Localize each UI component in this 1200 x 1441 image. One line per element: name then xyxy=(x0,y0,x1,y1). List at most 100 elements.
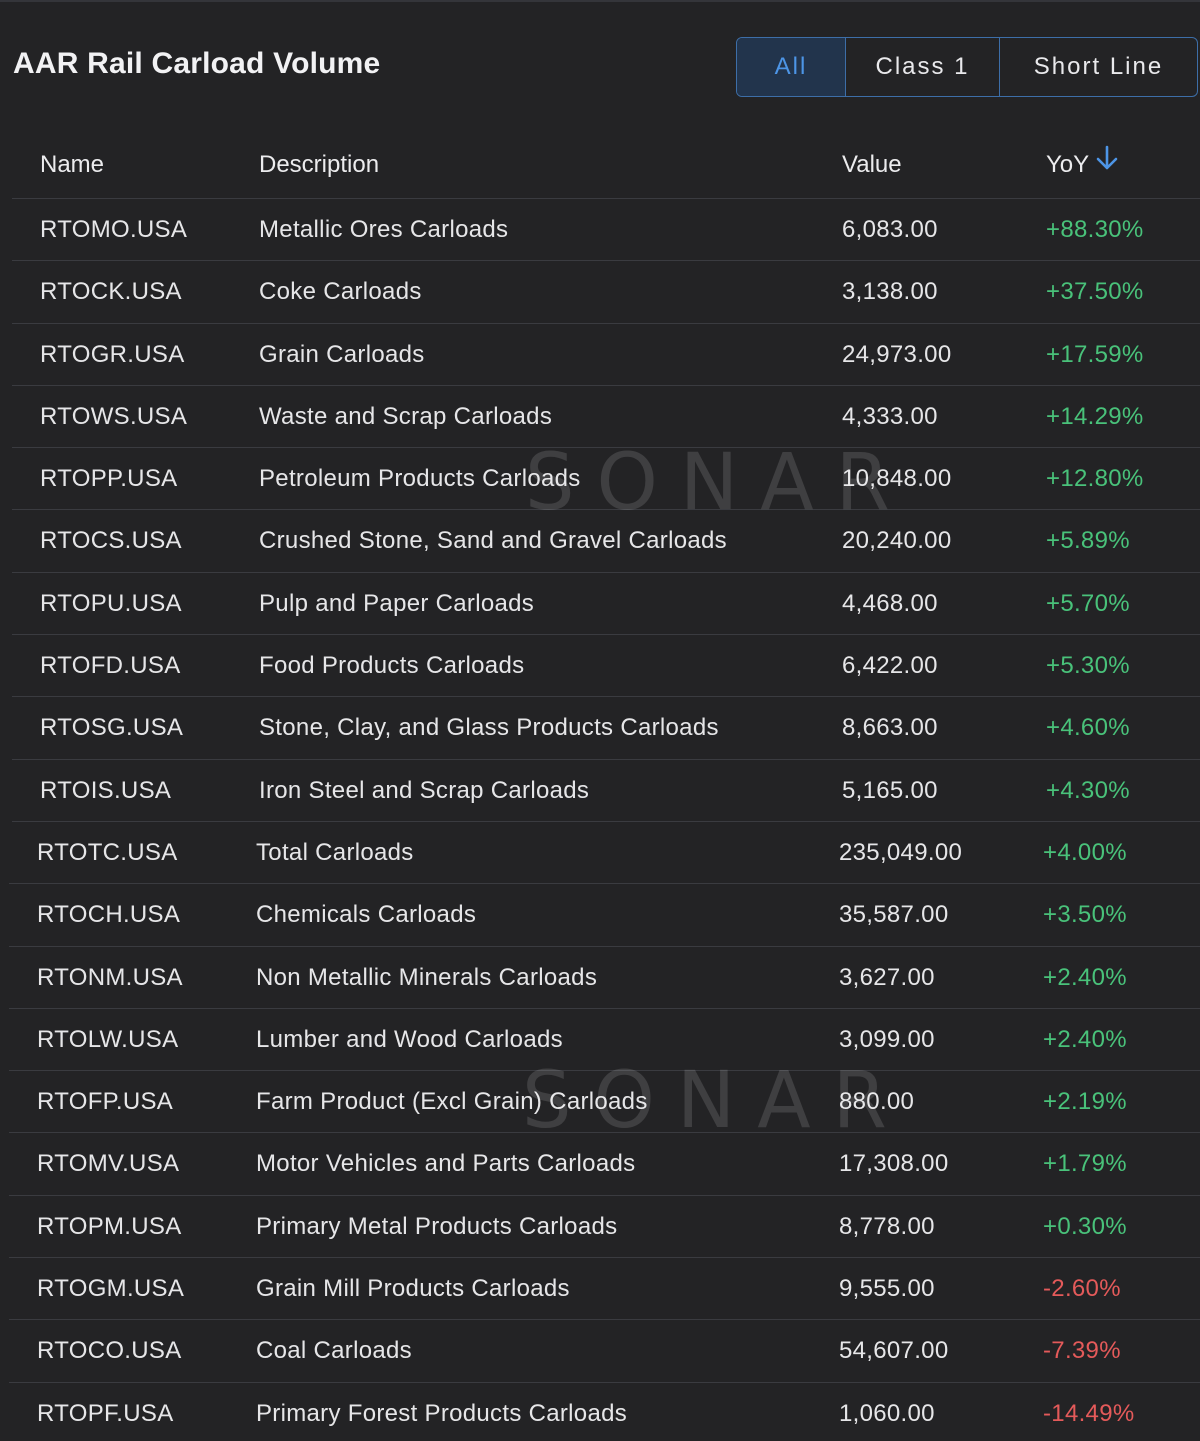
cell-description: Non Metallic Minerals Carloads xyxy=(256,963,598,991)
table-row[interactable]: RTOMV.USA Motor Vehicles and Parts Carloa… xyxy=(9,1133,1200,1196)
cell-yoy: +3.50% xyxy=(1043,901,1127,929)
cell-yoy: +4.60% xyxy=(1046,714,1130,742)
cell-value: 3,627.00 xyxy=(839,963,935,991)
cell-name: RTOFP.USA xyxy=(37,1088,174,1116)
table-row[interactable]: RTOFD.USA Food Products Carloads 6,422.00 +… xyxy=(12,635,1200,698)
cell-description: Grain Mill Products Carloads xyxy=(256,1275,570,1303)
cell-value: 24,973.00 xyxy=(842,340,952,368)
cell-value: 35,587.00 xyxy=(839,901,949,929)
tab-class-1[interactable]: Class 1 xyxy=(846,38,1000,96)
column-header-yoy[interactable]: YoY xyxy=(1046,132,1119,198)
cell-value: 6,422.00 xyxy=(842,652,938,680)
cell-value: 4,468.00 xyxy=(842,589,938,617)
table-row[interactable]: RTOLW.USA Lumber and Wood Carloads 3,099.0… xyxy=(9,1009,1200,1072)
cell-description: Farm Product (Excl Grain) Carloads xyxy=(256,1088,648,1116)
cell-description: Chemicals Carloads xyxy=(256,901,477,929)
table-row[interactable]: RTOFP.USA Farm Product (Excl Grain) Carlo… xyxy=(9,1071,1200,1134)
cell-description: Motor Vehicles and Parts Carloads xyxy=(256,1150,636,1178)
table-row[interactable]: RTOPU.USA Pulp and Paper Carloads 4,468.00… xyxy=(12,573,1200,636)
table-header: Name Description Value YoY xyxy=(12,132,1200,199)
table-row[interactable]: RTOCO.USA Coal Carloads 54,607.00 -7.39% xyxy=(9,1320,1200,1383)
table-row[interactable]: RTOPM.USA Primary Metal Products Carloads… xyxy=(9,1196,1200,1259)
tab-short-line[interactable]: Short Line xyxy=(1033,53,1164,80)
cell-description: Waste and Scrap Carloads xyxy=(259,402,553,430)
column-header-description[interactable]: Description xyxy=(259,151,380,178)
cell-name: RTOPP.USA xyxy=(40,465,178,493)
cell-name: RTOMV.USA xyxy=(37,1150,180,1178)
filter-segmented-control: All Class 1 Short Line xyxy=(736,37,1198,97)
cell-yoy: +4.30% xyxy=(1046,776,1130,804)
cell-name: RTOFD.USA xyxy=(40,652,181,680)
cell-name: RTOCK.USA xyxy=(40,278,182,306)
cell-name: RTOGR.USA xyxy=(40,340,185,368)
cell-description: Lumber and Wood Carloads xyxy=(256,1025,563,1053)
cell-yoy: -7.39% xyxy=(1043,1337,1121,1365)
cell-value: 3,138.00 xyxy=(842,278,938,306)
table-row[interactable]: RTOCH.USA Chemicals Carloads 35,587.00 +3.5… xyxy=(9,884,1200,947)
cell-yoy: +17.59% xyxy=(1046,340,1144,368)
cell-value: 8,778.00 xyxy=(839,1212,935,1240)
cell-value: 9,555.00 xyxy=(839,1275,935,1303)
cell-yoy: +0.30% xyxy=(1043,1212,1127,1240)
table-row[interactable]: RTOWS.USA Waste and Scrap Carloads 4,333.0… xyxy=(12,386,1200,449)
cell-description: Metallic Ores Carloads xyxy=(259,216,509,243)
table-row[interactable]: RTOCK.USA Coke Carloads 3,138.00 +37.50% xyxy=(12,261,1200,324)
table-row[interactable]: RTONM.USA Non Metallic Minerals Carloads 3… xyxy=(9,947,1200,1009)
cell-name: RTOSG.USA xyxy=(40,714,184,742)
cell-value: 54,607.00 xyxy=(839,1337,949,1365)
table-row[interactable]: RTOGM.USA Grain Mill Products Carloads 9,5… xyxy=(9,1258,1200,1321)
column-header-value[interactable]: Value xyxy=(842,151,902,178)
cell-description: Stone, Clay, and Glass Products Carloads xyxy=(259,714,719,742)
cell-yoy: +2.19% xyxy=(1043,1088,1127,1116)
table-row[interactable]: RTOGR.USA Grain Carloads 24,973.00 +17.59% xyxy=(12,324,1200,386)
table-row[interactable]: RTOTC.USA Total Carloads 235,049.00 +4.00% xyxy=(9,822,1200,885)
cell-yoy: +1.79% xyxy=(1043,1150,1127,1178)
cell-name: RTOPU.USA xyxy=(40,589,182,617)
cell-description: Food Products Carloads xyxy=(259,652,525,680)
page-title: AAR Rail Carload Volume xyxy=(13,47,381,80)
cell-name: RTONM.USA xyxy=(37,963,183,991)
cell-description: Grain Carloads xyxy=(259,340,425,368)
tab-all[interactable]: All xyxy=(737,38,846,96)
column-header-yoy-label: YoY xyxy=(1046,151,1090,178)
cell-name: RTOIS.USA xyxy=(40,776,172,804)
cell-value: 10,848.00 xyxy=(842,465,952,493)
cell-value: 8,663.00 xyxy=(842,714,938,742)
cell-yoy: +2.40% xyxy=(1043,963,1127,991)
cell-description: Petroleum Products Carloads xyxy=(259,465,581,493)
arrow-down-icon xyxy=(1095,131,1119,197)
cell-yoy: +2.40% xyxy=(1043,1025,1127,1053)
cell-yoy: +5.70% xyxy=(1046,589,1130,617)
cell-yoy: +5.89% xyxy=(1046,527,1130,555)
cell-name: RTOMO.USA xyxy=(40,216,188,243)
cell-value: 17,308.00 xyxy=(839,1150,949,1178)
cell-yoy: -14.49% xyxy=(1043,1399,1135,1427)
cell-name: RTOCO.USA xyxy=(37,1337,182,1365)
cell-description: Crushed Stone, Sand and Gravel Carloads xyxy=(259,527,727,555)
cell-yoy: +14.29% xyxy=(1046,402,1144,430)
cell-description: Total Carloads xyxy=(256,838,414,866)
cell-name: RTOWS.USA xyxy=(40,402,188,430)
cell-yoy: -2.60% xyxy=(1043,1275,1121,1303)
cell-name: RTOLW.USA xyxy=(37,1025,179,1053)
table-row[interactable]: RTOIS.USA Iron Steel and Scrap Carloads 5,… xyxy=(12,760,1200,822)
cell-value: 235,049.00 xyxy=(839,838,963,866)
table-row[interactable]: RTOPP.USA Petroleum Products Carloads 10,8… xyxy=(12,448,1200,511)
table-row[interactable]: RTOCS.USA Crushed Stone, Sand and Gravel … xyxy=(12,510,1200,573)
table-row[interactable]: RTOMO.USA Metallic Ores Carloads 6,083.00 +… xyxy=(12,199,1200,262)
cell-name: RTOPM.USA xyxy=(37,1212,182,1240)
cell-description: Coke Carloads xyxy=(259,278,422,306)
cell-name: RTOTC.USA xyxy=(37,838,178,866)
cell-value: 6,083.00 xyxy=(842,216,938,243)
table-row[interactable]: RTOPF.USA Primary Forest Products Carload… xyxy=(9,1383,1200,1441)
cell-description: Iron Steel and Scrap Carloads xyxy=(259,776,590,804)
cell-value: 4,333.00 xyxy=(842,402,938,430)
cell-value: 3,099.00 xyxy=(839,1025,935,1053)
cell-value: 5,165.00 xyxy=(842,776,938,804)
table-row[interactable]: RTOSG.USA Stone, Clay, and Glass Products… xyxy=(12,697,1200,760)
cell-name: RTOGM.USA xyxy=(37,1275,185,1303)
column-header-name[interactable]: Name xyxy=(40,151,105,178)
cell-yoy: +37.50% xyxy=(1046,278,1144,306)
cell-yoy: +12.80% xyxy=(1046,465,1144,493)
table-body: RTOMO.USA Metallic Ores Carloads 6,083.00 +… xyxy=(0,199,1200,1441)
